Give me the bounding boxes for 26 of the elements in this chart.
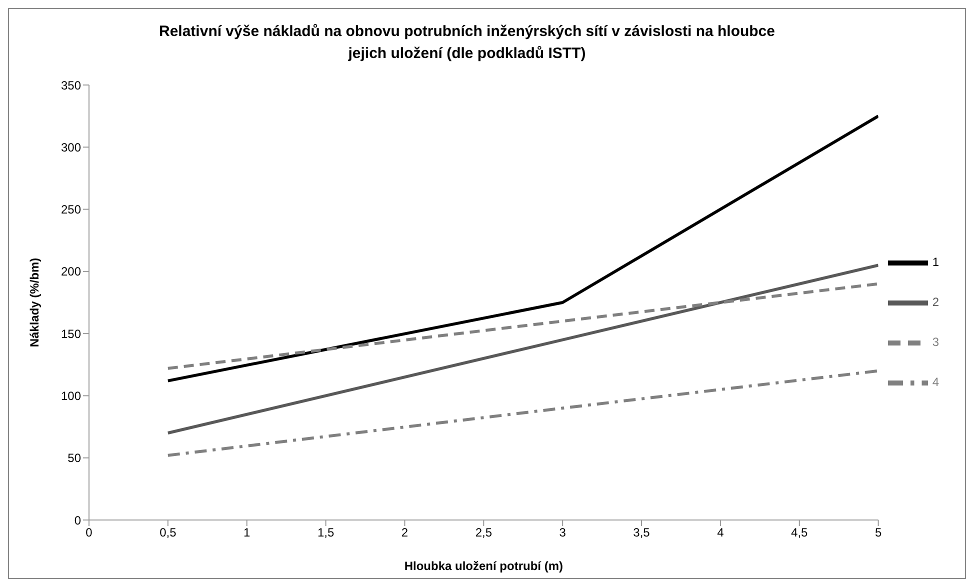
y-tick-label: 200 <box>60 264 82 279</box>
x-tick-label: 3 <box>559 526 566 540</box>
legend-label: 1 <box>932 254 939 269</box>
y-tick-label: 50 <box>68 451 82 466</box>
chart-title: Relativní výše nákladů na obnovu potrubních inženýrských sítí v závislosti na hloubce jejich uložení (dle podkladů ISTT) <box>158 22 776 64</box>
y-tick-label: 350 <box>60 78 82 92</box>
y-tick-label: 300 <box>60 140 82 154</box>
legend-label: 2 <box>932 294 939 309</box>
y-tick-label: 150 <box>60 326 82 341</box>
x-axis-title: Hloubka uložení potrubí (m) <box>404 559 563 573</box>
x-tick-label: 4,5 <box>791 526 808 540</box>
y-tick-label: 100 <box>60 388 82 403</box>
legend-label: 4 <box>932 374 939 389</box>
x-tick-label: 2 <box>401 526 408 540</box>
y-tick-label: 250 <box>60 202 82 217</box>
x-tick-label: 0 <box>86 526 93 540</box>
x-tick-label: 0,5 <box>160 526 177 540</box>
x-tick-label: 1 <box>244 526 251 540</box>
x-tick-label: 3,5 <box>633 526 650 540</box>
y-axis-title: Náklady (%/bm) <box>27 258 42 348</box>
x-tick-label: 5 <box>874 526 882 540</box>
y-tick-label: 0 <box>74 513 82 528</box>
x-tick-label: 2,5 <box>475 526 492 540</box>
legend-label: 3 <box>932 334 939 349</box>
x-tick-label: 1,5 <box>317 526 334 540</box>
x-tick-label: 4 <box>717 526 724 540</box>
